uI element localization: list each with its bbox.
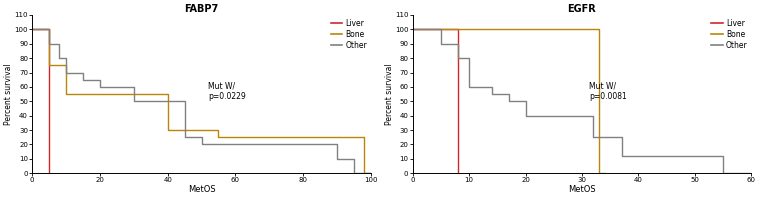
X-axis label: MetOS: MetOS xyxy=(188,185,215,194)
X-axis label: MetOS: MetOS xyxy=(568,185,596,194)
Title: EGFR: EGFR xyxy=(568,4,597,14)
Legend: Liver, Bone, Other: Liver, Bone, Other xyxy=(331,19,367,50)
Text: Mut W/
p=0.0081: Mut W/ p=0.0081 xyxy=(589,81,626,101)
Text: Mut W/
p=0.0229: Mut W/ p=0.0229 xyxy=(208,81,246,101)
Y-axis label: Percent survival: Percent survival xyxy=(4,63,13,125)
Y-axis label: Percent survival: Percent survival xyxy=(385,63,394,125)
Legend: Liver, Bone, Other: Liver, Bone, Other xyxy=(711,19,748,50)
Title: FABP7: FABP7 xyxy=(185,4,219,14)
